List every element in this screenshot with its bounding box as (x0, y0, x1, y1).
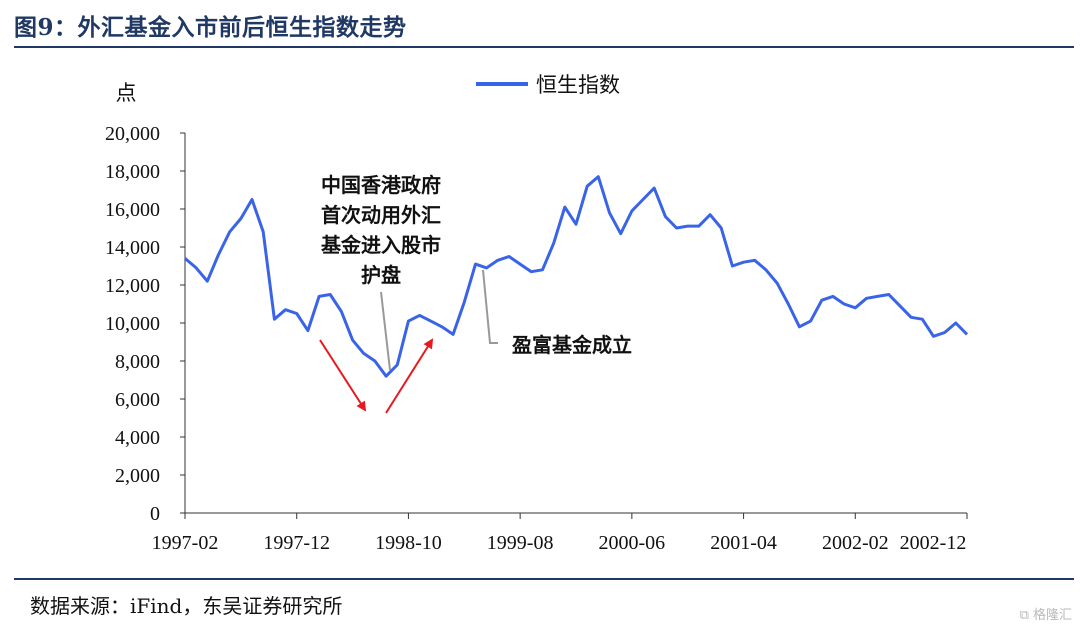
annotation-line-2: 首次动用外汇 (321, 203, 441, 227)
y-tick-label: 6,000 (115, 389, 160, 411)
data-source: 数据来源：iFind，东吴证券研究所 (30, 594, 343, 618)
x-tick-label: 2001-04 (710, 532, 777, 554)
y-unit-label: 点 (116, 81, 137, 105)
y-tick-label: 20,000 (105, 123, 160, 145)
x-tick-label: 2002-02 (822, 532, 889, 554)
yingfu-annotation: 盈富基金成立 (482, 269, 632, 357)
yingfu-callout-line (482, 269, 498, 344)
intervention-callout-line (380, 291, 391, 371)
y-ticks: 0 2,000 4,000 6,000 8,000 10,000 12,000 14,000 1… (105, 123, 185, 525)
intervention-annotation: 中国香港政府 首次动用外汇 基金进入股市 护盘 (321, 173, 441, 371)
y-tick-label: 0 (150, 503, 160, 525)
legend: 恒生指数 (476, 73, 620, 97)
x-tick-label: 1999-08 (487, 532, 554, 554)
y-tick-label: 4,000 (115, 427, 160, 449)
x-tick-label: 1998-10 (375, 532, 442, 554)
watermark: ⧉ 格隆汇 (1019, 608, 1072, 623)
x-tick-label: 2000-06 (599, 532, 666, 554)
x-tick-label: 1997-12 (263, 532, 330, 554)
annotation-line-4: 护盘 (361, 263, 401, 287)
rebound-arrow (385, 338, 434, 414)
y-tick-label: 12,000 (105, 275, 160, 297)
title-rule (14, 46, 1074, 48)
y-tick-label: 2,000 (115, 465, 160, 487)
x-ticks: 1997-02 1997-12 1998-10 1999-08 2000-06 2001-… (152, 513, 968, 554)
source-rule (14, 578, 1074, 580)
y-tick-label: 18,000 (105, 161, 160, 183)
figure-title: 图9：外汇基金入市前后恒生指数走势 (14, 14, 407, 41)
decline-arrow (319, 339, 367, 412)
y-tick-label: 14,000 (105, 237, 160, 259)
legend-label: 恒生指数 (536, 73, 620, 97)
yingfu-label: 盈富基金成立 (511, 333, 632, 357)
x-tick-label: 1997-02 (152, 532, 219, 554)
annotation-line-3: 基金进入股市 (321, 233, 441, 257)
trend-arrows (319, 338, 434, 414)
annotation-line-1: 中国香港政府 (321, 173, 441, 197)
y-tick-label: 10,000 (105, 313, 160, 335)
y-tick-label: 16,000 (105, 199, 160, 221)
x-tick-label: 2002-12 (900, 532, 967, 554)
y-tick-label: 8,000 (115, 351, 160, 373)
series-line-hsi (184, 175, 969, 378)
